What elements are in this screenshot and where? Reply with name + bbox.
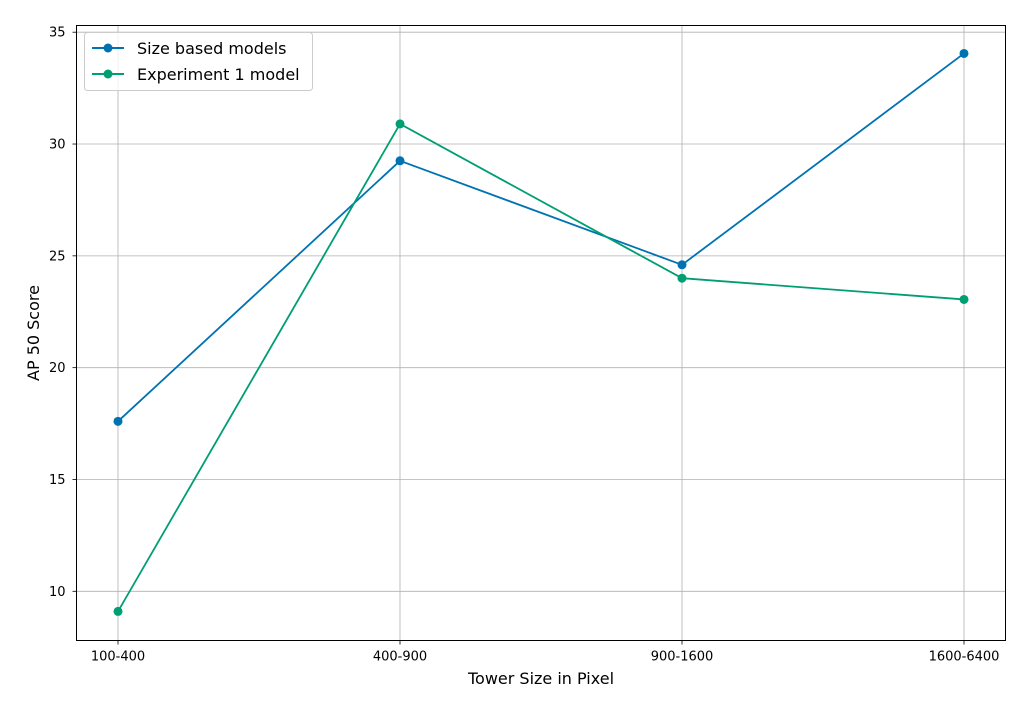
x-axis-title: Tower Size in Pixel xyxy=(467,669,614,688)
data-point-experiment-1-model xyxy=(959,294,969,304)
legend-marker-size-based-models xyxy=(103,43,113,53)
x-tick-label: 100-400 xyxy=(91,650,145,665)
y-tick-label: 30 xyxy=(49,138,66,153)
data-point-experiment-1-model xyxy=(395,119,405,129)
legend-label-size-based-models: Size based models xyxy=(137,39,286,58)
data-point-size-based-models xyxy=(395,156,405,166)
ticks: 100-400 400-900 900-1600 1600-6400 10 15 20 25 3… xyxy=(49,26,999,665)
series-line-size-based-models xyxy=(117,52,965,422)
x-tick-label: 400-900 xyxy=(373,650,427,665)
data-point-size-based-models xyxy=(959,48,969,58)
legend: Size based models Experiment 1 model xyxy=(84,32,313,91)
x-tick-label: 900-1600 xyxy=(651,650,714,665)
y-tick-label: 15 xyxy=(49,473,66,488)
legend-marker-experiment-1-model xyxy=(103,69,113,79)
legend-label-experiment-1-model: Experiment 1 model xyxy=(137,65,300,84)
y-tick-label: 25 xyxy=(49,249,66,264)
data-point-experiment-1-model xyxy=(677,273,687,283)
data-point-size-based-models xyxy=(677,260,687,270)
x-tick-label: 1600-6400 xyxy=(929,650,1000,665)
legend-box xyxy=(84,32,313,91)
series-layer xyxy=(113,48,969,616)
data-point-experiment-1-model xyxy=(113,606,123,616)
plot-frame xyxy=(76,25,1006,641)
y-tick-label: 20 xyxy=(49,361,66,376)
y-tick-label: 35 xyxy=(49,26,66,41)
series-line-experiment-1-model xyxy=(117,123,965,612)
y-tick-label: 10 xyxy=(49,585,66,600)
y-axis-title: AP 50 Score xyxy=(24,285,43,381)
data-point-size-based-models xyxy=(113,416,123,426)
